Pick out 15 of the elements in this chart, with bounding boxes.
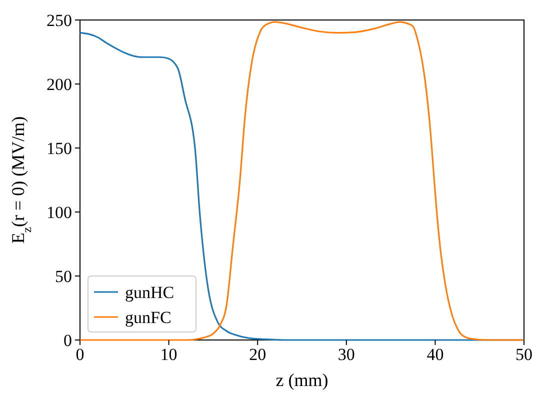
x-tick-label: 40: [426, 345, 444, 364]
x-tick-label: 30: [338, 345, 355, 364]
y-tick-label: 200: [46, 74, 72, 94]
x-tick-label: 20: [249, 345, 266, 364]
y-tick-label: 100: [46, 202, 72, 222]
legend-label: gunFC: [125, 308, 172, 327]
legend-label: gunHC: [125, 282, 174, 302]
x-tick-label: 50: [516, 345, 532, 364]
x-tick-label: 0: [76, 345, 84, 364]
y-tick-label: 250: [46, 10, 72, 30]
x-axis-title: z (mm): [276, 370, 328, 390]
y-tick-label: 150: [46, 138, 72, 158]
x-tick-label: 10: [160, 345, 178, 364]
y-tick-label: 0: [64, 330, 72, 350]
y-tick-label: 50: [55, 266, 72, 286]
